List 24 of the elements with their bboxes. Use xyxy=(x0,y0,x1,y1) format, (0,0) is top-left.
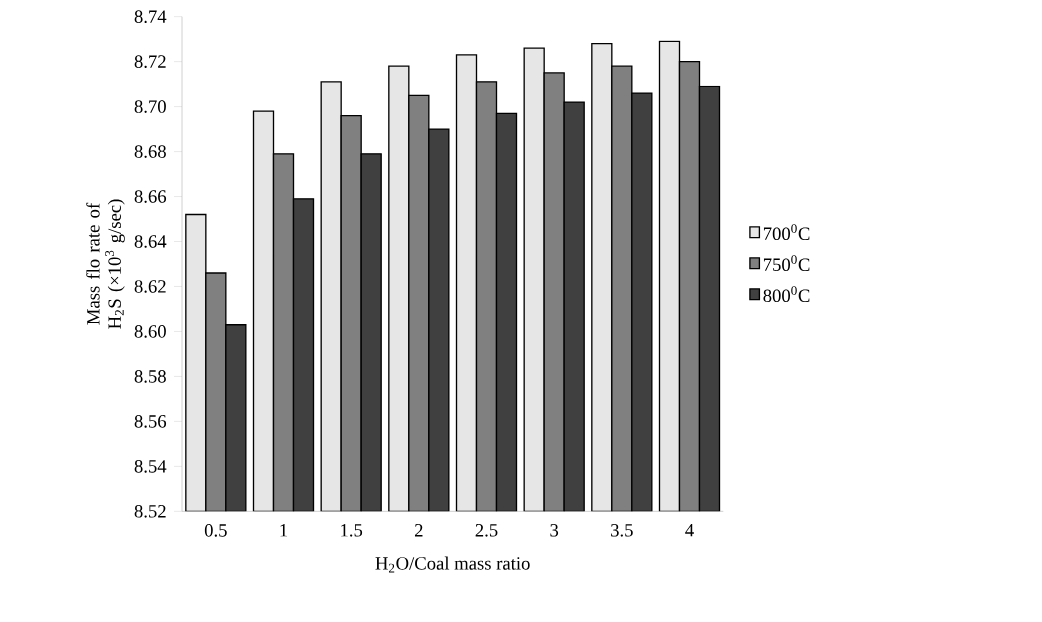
x-tick-label: 4 xyxy=(685,524,694,537)
y-tick-label: 8.60 xyxy=(134,325,166,338)
x-tick-label: 3.5 xyxy=(611,524,633,537)
x-tick-label: 2.5 xyxy=(475,524,498,537)
legend-label: 750$^{0}$C xyxy=(763,255,810,272)
x-tick-label: 0.5 xyxy=(204,524,227,537)
legend-label: 700$^{0}$C xyxy=(763,224,810,241)
y-tick-label: 8.66 xyxy=(134,190,167,203)
y-tick-label: 8.72 xyxy=(134,55,166,68)
x-tick-label: 1.5 xyxy=(341,524,363,537)
y-tick-label: 8.64 xyxy=(134,235,167,248)
x-axis-title: H$_{2}$O/Coal mass ratio xyxy=(375,556,530,573)
y-tick-label: 8.68 xyxy=(134,145,166,158)
x-tick-label: 3 xyxy=(550,524,559,537)
y-tick-label: 8.54 xyxy=(134,460,167,473)
y-tick-label: 8.58 xyxy=(134,370,166,383)
y-tick-label: 8.52 xyxy=(134,504,166,518)
y-tick-label: 8.62 xyxy=(134,280,166,293)
y-tick-label: 8.74 xyxy=(134,10,167,24)
y-tick-label: 8.56 xyxy=(134,415,167,428)
legend-label: 800$^{0}$C xyxy=(763,286,810,303)
x-tick-label: 1 xyxy=(280,524,288,537)
y-tick-label: 8.70 xyxy=(134,100,166,113)
x-tick-label: 2 xyxy=(414,524,423,537)
